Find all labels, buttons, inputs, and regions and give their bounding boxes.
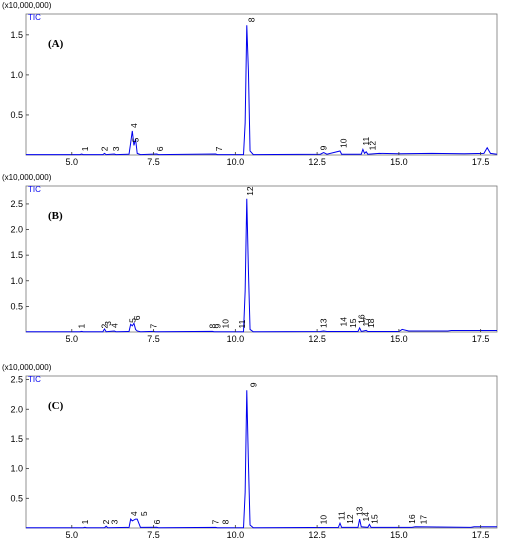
x-tick-label: 7.5 — [147, 157, 160, 167]
y-tick-label: 2.5 — [10, 375, 23, 385]
y-tick-label: 1.5 — [10, 434, 23, 444]
peak-label: 9 — [248, 382, 258, 387]
peak-label: 12 — [368, 141, 378, 151]
peak-label: 11 — [361, 136, 371, 145]
peak-label: 7 — [211, 519, 221, 524]
peak-label: 6 — [152, 519, 162, 524]
peak-label: 15 — [348, 318, 358, 328]
x-tick-label: 17.5 — [472, 157, 490, 167]
x-tick-label: 5.0 — [66, 157, 79, 167]
x-tick-label: 5.0 — [66, 530, 79, 540]
peak-label: 4 — [129, 123, 139, 128]
peak-label: 16 — [407, 514, 417, 524]
y-tick-label: 2.0 — [10, 404, 23, 414]
multiplier: (x10,000,000) — [2, 1, 52, 10]
trace-line — [26, 390, 497, 529]
peak-label: 10 — [319, 515, 329, 525]
peak-label: 2 — [100, 323, 110, 328]
peak-label: 5 — [139, 511, 149, 516]
x-tick-label: 10.0 — [227, 530, 245, 540]
y-tick-label: 1.0 — [10, 70, 23, 80]
peak-label: 11 — [337, 511, 347, 520]
peak-label: 8 — [247, 17, 257, 22]
peak-label: 13 — [355, 506, 365, 516]
x-tick-label: 5.0 — [66, 334, 79, 344]
peak-label: 3 — [109, 519, 119, 524]
peak-label: 14 — [361, 512, 371, 522]
peak-label: 9 — [212, 323, 222, 328]
peak-label: 2 — [101, 519, 111, 524]
peak-label: 6 — [155, 146, 165, 151]
y-tick-label: 2.0 — [10, 225, 23, 235]
peak-label: 13 — [319, 318, 329, 328]
peak-label: 7 — [149, 323, 159, 328]
peak-label: 7 — [214, 146, 224, 151]
y-tick-label: 1.0 — [10, 276, 23, 286]
peak-label: 3 — [103, 321, 113, 326]
legend-entry: TIC — [28, 375, 41, 384]
x-tick-label: 17.5 — [472, 334, 490, 344]
peak-label: 17 — [418, 515, 428, 525]
peak-label: 1 — [80, 519, 90, 524]
y-tick-label: 0.5 — [10, 301, 23, 311]
trace-line — [26, 198, 497, 333]
peak-label: 1 — [80, 146, 90, 151]
peak-label: 11 — [237, 319, 247, 328]
plot-frame — [25, 375, 498, 529]
x-tick-label: 17.5 — [472, 530, 490, 540]
multiplier: (x10,000,000) — [2, 363, 52, 372]
panel-label: (C) — [48, 400, 64, 412]
peak-label: 12 — [345, 514, 355, 524]
y-tick-label: 1.5 — [10, 30, 23, 40]
peak-label: 4 — [129, 511, 139, 516]
peak-label: 10 — [221, 319, 231, 329]
peak-label: 15 — [369, 514, 379, 524]
peak-label: 9 — [319, 145, 329, 150]
x-tick-label: 15.0 — [390, 334, 408, 344]
peak-label: 3 — [111, 146, 121, 151]
peak-label: 12 — [245, 186, 255, 196]
y-tick-label: 1.0 — [10, 464, 23, 474]
peak-label: 6 — [132, 315, 142, 320]
peak-label: 16 — [356, 314, 366, 324]
peak-label: 14 — [338, 317, 348, 327]
x-tick-label: 7.5 — [147, 334, 160, 344]
trace-line — [26, 25, 498, 156]
x-tick-label: 10.0 — [227, 334, 245, 344]
peak-label: 17 — [361, 317, 371, 327]
peak-label: 4 — [109, 323, 119, 328]
multiplier: (x10,000,000) — [2, 173, 52, 182]
peak-label: 10 — [338, 138, 348, 148]
y-tick-label: 2.5 — [10, 199, 23, 209]
panel-label: (A) — [48, 38, 64, 50]
x-tick-label: 12.5 — [308, 334, 326, 344]
y-tick-label: 1.5 — [10, 250, 23, 260]
x-tick-label: 15.0 — [390, 530, 408, 540]
peak-label: 2 — [100, 146, 110, 151]
legend-entry: TIC — [28, 185, 41, 194]
peak-label: 5 — [127, 318, 137, 323]
plot-frame — [25, 13, 498, 156]
x-tick-label: 10.0 — [227, 157, 245, 167]
plot-frame — [25, 185, 498, 333]
x-tick-label: 7.5 — [147, 530, 160, 540]
x-tick-label: 12.5 — [308, 157, 326, 167]
peak-label: 1 — [77, 323, 87, 328]
x-tick-label: 12.5 — [308, 530, 326, 540]
y-tick-label: 0.5 — [10, 493, 23, 503]
peak-label: 18 — [366, 318, 376, 328]
panel-label: (B) — [48, 210, 63, 222]
peak-label: 5 — [131, 137, 141, 142]
peak-label: 8 — [207, 323, 217, 328]
x-tick-label: 15.0 — [390, 157, 408, 167]
y-tick-label: 0.5 — [10, 110, 23, 120]
peak-label: 8 — [221, 519, 231, 524]
legend-entry: TIC — [28, 13, 41, 22]
